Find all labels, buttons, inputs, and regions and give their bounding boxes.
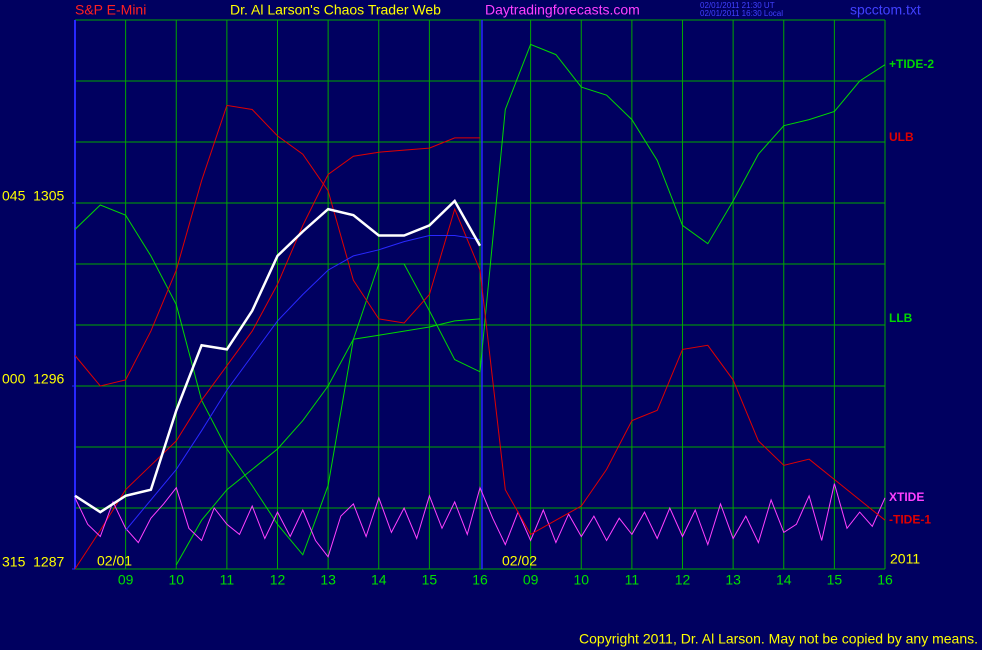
x-tick-label: 14	[776, 572, 792, 588]
time-utc: 02/01/2011 21:30 UT	[700, 1, 775, 10]
series-line	[125, 235, 481, 531]
day-label: 02/01	[97, 553, 132, 569]
x-tick-label: 11	[625, 572, 640, 588]
x-tick-label: 10	[168, 572, 184, 588]
y-tick-label: 045 1305	[2, 188, 64, 204]
plot-area: 09 10 11 12 13 14 15 16 09 10 11 12 13 14 15 16 045 1305…	[2, 19, 934, 588]
x-tick-label: 12	[675, 572, 691, 588]
series-label: +TIDE-2	[889, 57, 934, 71]
x-tick-label: 09	[523, 572, 539, 588]
x-tick-label: 11	[220, 572, 235, 588]
y-tick-label: 000 1296	[2, 371, 64, 387]
series-label: LLB	[889, 311, 913, 325]
series-label: XTIDE	[889, 490, 924, 504]
time-local: 02/01/2011 16:30 Local	[700, 9, 783, 18]
x-tick-label: 10	[573, 572, 589, 588]
day-label: 02/02	[502, 553, 537, 569]
site: Daytradingforecasts.com	[485, 2, 640, 18]
file-name: spcctom.txt	[850, 2, 921, 18]
series-line	[175, 318, 481, 566]
series-label: ULB	[889, 130, 914, 144]
x-tick-label: 13	[725, 572, 741, 588]
series-line	[74, 483, 886, 558]
series-line	[74, 104, 886, 536]
x-tick-label: 15	[827, 572, 843, 588]
x-tick-label: 09	[118, 572, 134, 588]
x-tick-label: 14	[371, 572, 387, 588]
x-tick-label: 15	[422, 572, 438, 588]
chart-title: S&P E-Mini	[75, 2, 146, 18]
x-tick-label: 12	[270, 572, 286, 588]
x-tick-label: 16	[472, 572, 488, 588]
series-label: -TIDE-1	[889, 512, 931, 526]
header: Dr. Al Larson's Chaos Trader Web	[230, 2, 441, 18]
year-label: 2011	[890, 551, 920, 567]
series-line	[74, 137, 480, 570]
y-tick-label: 315 1287	[2, 554, 64, 570]
x-tick-label: 13	[320, 572, 336, 588]
x-tick-label: 16	[877, 572, 893, 588]
series-line	[74, 198, 482, 514]
copyright: Copyright 2011, Dr. Al Larson. May not b…	[579, 631, 978, 647]
